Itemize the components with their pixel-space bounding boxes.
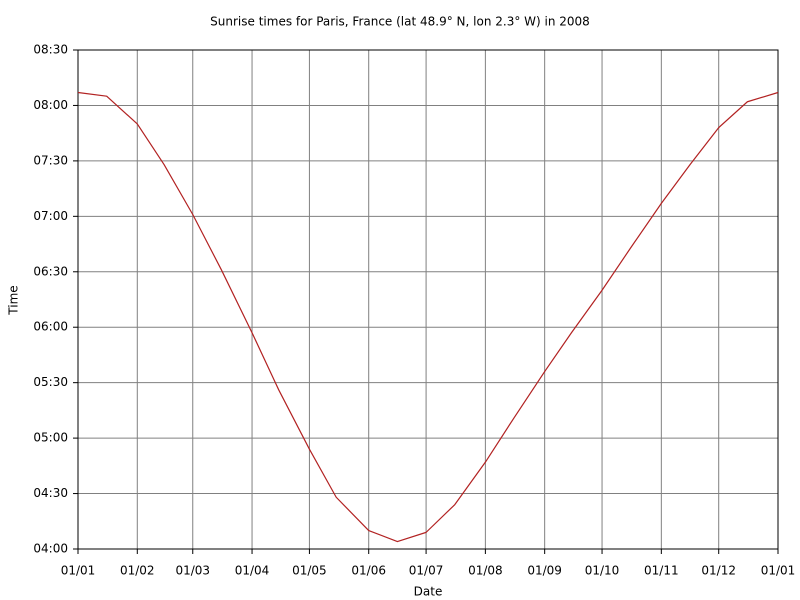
y-tick-label: 08:00 [33, 98, 68, 112]
y-tick-label: 07:00 [33, 209, 68, 223]
y-tick-label: 04:00 [33, 542, 68, 556]
chart-title: Sunrise times for Paris, France (lat 48.… [210, 15, 590, 29]
x-tick-label: 01/01 [761, 564, 796, 578]
x-tick-label: 01/01 [61, 564, 96, 578]
x-tick-label: 01/04 [235, 564, 270, 578]
y-tick-label: 08:30 [33, 43, 68, 57]
x-tick-label: 01/08 [468, 564, 503, 578]
y-tick-label: 07:30 [33, 153, 68, 167]
x-tick-label: 01/12 [701, 564, 736, 578]
x-tick-label: 01/03 [175, 564, 210, 578]
plot-frame [77, 49, 779, 550]
x-tick-label: 01/02 [120, 564, 155, 578]
y-tick-label: 05:30 [33, 375, 68, 389]
y-tick-label: 05:00 [33, 431, 68, 445]
x-tick-label: 01/09 [527, 564, 562, 578]
y-tick-label: 06:00 [33, 320, 68, 334]
x-tick-label: 01/07 [409, 564, 444, 578]
y-tick-label: 06:30 [33, 264, 68, 278]
line [77, 91, 779, 543]
x-tick-label: 01/10 [585, 564, 620, 578]
x-tick-label: 01/05 [292, 564, 327, 578]
x-axis-label: Date [414, 585, 443, 599]
x-tick-label: 01/06 [351, 564, 386, 578]
y-axis-label: Time [7, 285, 21, 315]
x-tick-label: 01/11 [644, 564, 679, 578]
y-tick-label: 04:30 [33, 486, 68, 500]
